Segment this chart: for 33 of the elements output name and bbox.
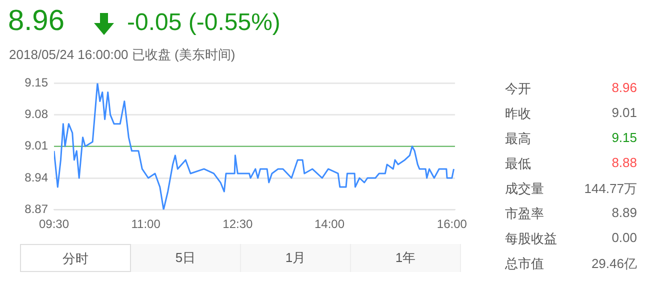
text: 成交量: [505, 180, 544, 198]
text: 8.96: [612, 80, 637, 95]
chart-subtitle: 2018/05/24 16:00:00 已收盘 (美东时间): [9, 46, 236, 64]
text: 9.15: [612, 130, 637, 145]
text: 分时: [20, 244, 131, 272]
text: 29.46亿: [591, 255, 637, 273]
text: 总市值: [505, 255, 544, 273]
x-tick-label: 11:00: [131, 217, 161, 232]
text: 1年: [351, 244, 461, 272]
y-tick-label: 8.87: [24, 202, 48, 216]
text: 昨收: [505, 105, 531, 123]
text: 最高: [505, 130, 531, 148]
text: 144.77万: [584, 180, 637, 198]
y-tick-label: 9.01: [24, 138, 48, 153]
text: 市盈率: [505, 205, 544, 223]
y-tick-label: 8.94: [24, 170, 48, 184]
text: 最低: [505, 155, 531, 173]
y-tick-label: 9.08: [24, 107, 48, 122]
text: 8.89: [612, 205, 637, 220]
text: 今开: [505, 80, 531, 98]
text: 每股收益: [505, 230, 557, 248]
text: 1月: [241, 244, 351, 272]
x-tick-label: 16:00: [436, 217, 468, 232]
x-tick-label: 09:30: [38, 217, 70, 232]
text: 5日: [131, 244, 241, 272]
text: 9.01: [612, 105, 637, 120]
x-tick-label: 14:00: [314, 217, 345, 232]
text: 0.00: [612, 230, 637, 245]
y-tick-label: 9.15: [24, 76, 48, 90]
text: -0.05 (-0.55%): [127, 9, 280, 37]
x-tick-label: 12:30: [222, 217, 253, 232]
chart-title: 8.96: [8, 5, 64, 38]
text: 8.88: [612, 155, 637, 170]
